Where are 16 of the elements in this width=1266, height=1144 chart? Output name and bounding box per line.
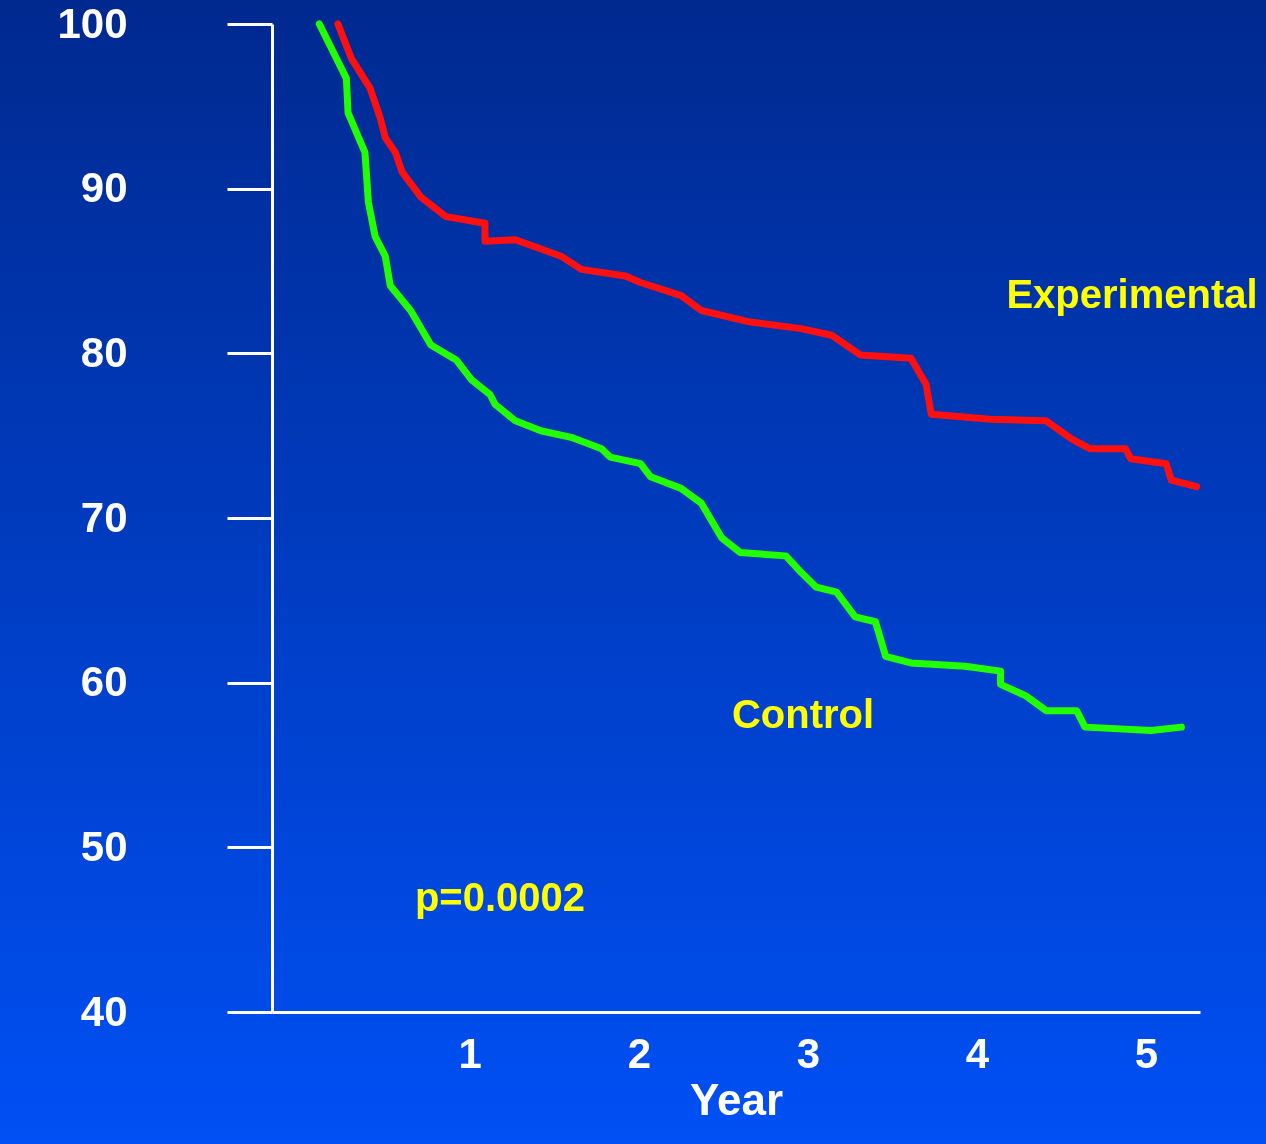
x-tick-label: 4 (965, 1029, 990, 1077)
y-tick-label: 80 (80, 328, 128, 376)
x-tick-label: 3 (796, 1029, 821, 1077)
text: Experimental (1006, 272, 1258, 316)
x-tick-label: 2 (627, 1029, 651, 1077)
y-tick-label: 90 (80, 164, 128, 212)
x-tick-label: 1 (458, 1029, 482, 1077)
x-axis-title: Year (690, 1074, 783, 1124)
series-label: Control (731, 692, 875, 736)
y-tick-label: 100 (57, 0, 128, 47)
y-tick-label: 50 (80, 822, 128, 870)
y-tick-label: 60 (80, 658, 128, 706)
y-tick-label: 70 (80, 493, 128, 541)
y-tick-label: 40 (80, 987, 128, 1035)
annotation: p=0.0002 (414, 875, 586, 919)
x-tick-label: 5 (1134, 1029, 1159, 1077)
